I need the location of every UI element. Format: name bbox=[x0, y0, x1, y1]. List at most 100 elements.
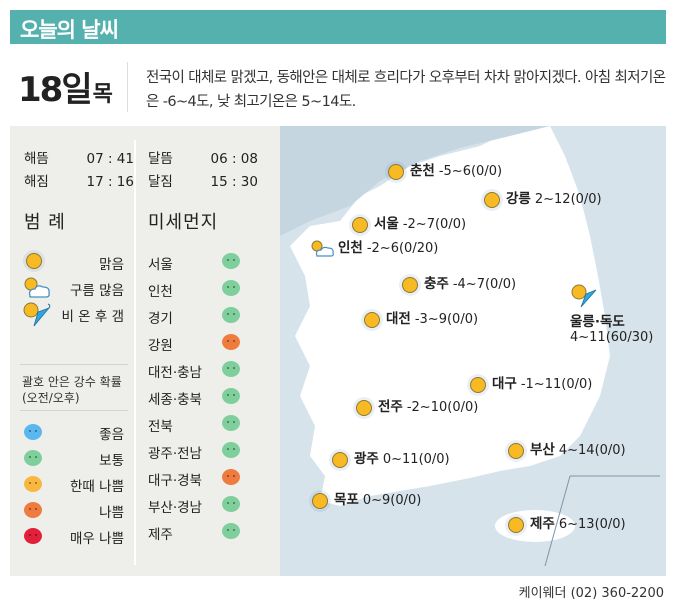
face-normal-icon bbox=[222, 253, 240, 269]
legend-separator bbox=[20, 364, 128, 365]
dust-legend-good: 좋음 bbox=[20, 420, 124, 444]
region-name: 제주 bbox=[148, 527, 173, 543]
korea-map bbox=[280, 126, 666, 576]
legend-separator bbox=[20, 410, 128, 411]
city-chungju: 충주 -4~7(0/0) bbox=[402, 272, 516, 293]
face-normal-icon bbox=[222, 523, 240, 539]
moonrise-label: 달뜸 bbox=[148, 151, 173, 167]
moonset-label: 달짐 bbox=[148, 174, 173, 190]
city-ulleung-dokdo: 울릉·독도 4~11(60/30) bbox=[570, 282, 653, 345]
sunrise-time: 07 : 41 bbox=[86, 151, 135, 167]
sun-cloud-icon bbox=[24, 277, 50, 298]
moonrise-row: 달뜸 06 : 08 bbox=[148, 147, 258, 167]
title-bar: 오늘의 날씨 bbox=[10, 10, 666, 44]
face-bad-icon bbox=[222, 334, 240, 350]
sunset-row: 해짐 17 : 16 bbox=[24, 170, 134, 190]
face-normal-icon bbox=[222, 280, 240, 296]
region-name: 부산·경남 bbox=[148, 500, 202, 516]
face-normal-icon bbox=[24, 450, 42, 466]
face-normal-icon bbox=[222, 496, 240, 512]
sun-icon bbox=[312, 492, 328, 509]
region-name: 서울 bbox=[148, 257, 173, 273]
page-title: 오늘의 날씨 bbox=[20, 18, 119, 42]
source-credit: 케이웨더 (02) 360-2200 bbox=[518, 586, 664, 601]
dust-region-row: 전북 bbox=[148, 413, 248, 435]
sunrise-label: 해뜸 bbox=[24, 151, 49, 167]
region-name: 대구·경북 bbox=[148, 473, 202, 489]
sun-cloud-icon bbox=[311, 240, 334, 257]
sun-icon bbox=[508, 442, 524, 459]
legend-item-rain-clear: 비 온 후 갬 bbox=[20, 302, 124, 327]
dust-legend-label: 좋음 bbox=[99, 427, 124, 443]
legend-title: 범 례 bbox=[24, 212, 66, 233]
city-incheon: 인천 -2~6(0/20) bbox=[310, 236, 438, 258]
sun-icon bbox=[484, 191, 500, 208]
sunset-time: 17 : 16 bbox=[86, 174, 135, 190]
date-day: 18일 bbox=[18, 70, 93, 110]
dust-region-row: 인천 bbox=[148, 278, 248, 300]
dust-region-row: 서울 bbox=[148, 251, 248, 273]
sun-icon bbox=[352, 216, 368, 233]
face-normal-icon bbox=[222, 442, 240, 458]
city-chuncheon: 춘천 -5~6(0/0) bbox=[388, 159, 502, 180]
face-very-bad-icon bbox=[24, 528, 42, 544]
sun-icon bbox=[388, 163, 404, 180]
dust-legend-sometimes-bad: 한때 나쁨 bbox=[20, 472, 124, 496]
region-name: 세종·충북 bbox=[148, 392, 202, 408]
rain-then-clear-icon bbox=[23, 302, 51, 327]
dust-region-row: 대구·경북 bbox=[148, 467, 248, 489]
city-jeonju: 전주 -2~10(0/0) bbox=[356, 395, 478, 416]
face-normal-icon bbox=[222, 415, 240, 431]
region-name: 전북 bbox=[148, 419, 173, 435]
sunset-label: 해짐 bbox=[24, 174, 49, 190]
rain-probability-note: 괄호 안은 강수 확률 (오전/오후) bbox=[22, 374, 122, 406]
dust-region-row: 세종·충북 bbox=[148, 386, 248, 408]
city-daegu: 대구 -1~11(0/0) bbox=[470, 372, 592, 393]
legend-label: 구름 많음 bbox=[70, 283, 124, 299]
face-good-icon bbox=[24, 424, 42, 440]
dust-legend-very-bad: 매우 나쁨 bbox=[20, 524, 124, 548]
city-jeju: 제주 6~13(0/0) bbox=[508, 512, 626, 533]
date-block: 18일목 bbox=[18, 62, 128, 112]
face-bad-icon bbox=[24, 502, 42, 518]
sunrise-row: 해뜸 07 : 41 bbox=[24, 147, 134, 167]
region-name: 경기 bbox=[148, 311, 173, 327]
moonrise-time: 06 : 08 bbox=[210, 151, 259, 167]
sun-icon bbox=[26, 253, 42, 269]
dust-region-row: 경기 bbox=[148, 305, 248, 327]
region-name: 인천 bbox=[148, 284, 173, 300]
face-normal-icon bbox=[222, 307, 240, 323]
region-name: 광주·전남 bbox=[148, 446, 202, 462]
dust-region-row: 부산·경남 bbox=[148, 494, 248, 516]
city-gwangju: 광주 0~11(0/0) bbox=[332, 447, 450, 468]
legend-item-cloudy: 구름 많음 bbox=[20, 276, 124, 300]
dust-legend-label: 한때 나쁨 bbox=[70, 479, 124, 495]
dust-region-row: 제주 bbox=[148, 521, 248, 543]
moonset-time: 15 : 30 bbox=[210, 174, 259, 190]
dust-region-row: 광주·전남 bbox=[148, 440, 248, 462]
dust-legend-normal: 보통 bbox=[20, 446, 124, 470]
note-line-1: 괄호 안은 강수 확률 bbox=[22, 375, 122, 389]
face-normal-icon bbox=[222, 361, 240, 377]
city-busan: 부산 4~14(0/0) bbox=[508, 438, 626, 459]
dust-legend-bad: 나쁨 bbox=[20, 498, 124, 522]
rain-then-clear-icon bbox=[571, 284, 597, 308]
city-seoul: 서울 -2~7(0/0) bbox=[352, 212, 466, 233]
sun-icon bbox=[470, 376, 486, 393]
dust-region-row: 대전·충남 bbox=[148, 359, 248, 381]
legend-label: 비 온 후 갬 bbox=[61, 309, 124, 325]
sun-icon bbox=[402, 276, 418, 293]
note-line-2: (오전/오후) bbox=[22, 391, 80, 405]
city-mokpo: 목포 0~9(0/0) bbox=[312, 488, 421, 509]
face-bad-icon bbox=[222, 469, 240, 485]
sun-icon bbox=[332, 451, 348, 468]
column-divider bbox=[134, 140, 136, 565]
dust-legend-label: 나쁨 bbox=[99, 505, 124, 521]
dust-region-row: 강원 bbox=[148, 332, 248, 354]
forecast-summary: 전국이 대체로 맑겠고, 동해안은 대체로 흐리다가 오후부터 차차 맑아지겠다… bbox=[146, 70, 666, 110]
city-gangneung: 강릉 2~12(0/0) bbox=[484, 187, 602, 208]
region-name: 강원 bbox=[148, 338, 173, 354]
sun-icon bbox=[508, 516, 524, 533]
moonset-row: 달짐 15 : 30 bbox=[148, 170, 258, 190]
face-normal-icon bbox=[222, 388, 240, 404]
